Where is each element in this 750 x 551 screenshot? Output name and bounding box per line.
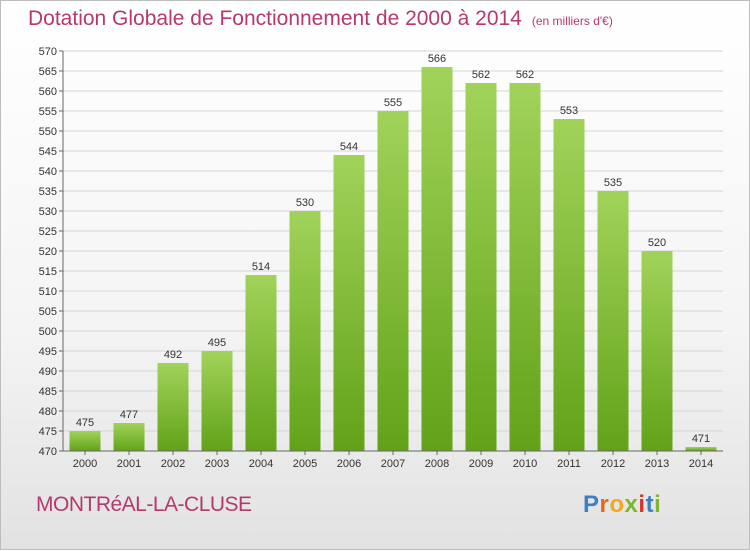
bar-value-label: 475	[76, 417, 94, 429]
x-tick-label: 2012	[601, 458, 625, 470]
logo-letter: r	[599, 491, 610, 518]
x-tick-label: 2005	[293, 458, 317, 470]
bar-value-label: 477	[120, 409, 138, 421]
bar	[509, 83, 541, 451]
logo-letter: i	[654, 491, 662, 518]
x-tick-label: 2004	[249, 458, 273, 470]
bar	[597, 191, 629, 451]
y-tick-label: 540	[39, 166, 57, 178]
bar	[157, 363, 189, 451]
y-tick-label: 520	[39, 246, 57, 258]
bar-value-label: 495	[208, 337, 226, 349]
y-tick-label: 525	[39, 226, 57, 238]
proxiti-logo: Proxiti	[583, 491, 661, 519]
x-tick-label: 2011	[557, 458, 581, 470]
y-tick-label: 555	[39, 106, 57, 118]
x-tick-label: 2009	[469, 458, 493, 470]
bar-value-label: 555	[384, 97, 402, 109]
y-tick-label: 570	[39, 46, 57, 58]
chart-title: Dotation Globale de Fonctionnement de 20…	[28, 7, 613, 30]
y-tick-label: 535	[39, 186, 57, 198]
bar	[333, 155, 365, 451]
x-tick-label: 2010	[513, 458, 537, 470]
bar	[553, 119, 585, 451]
logo-letter: t	[645, 491, 655, 518]
y-tick-label: 485	[39, 386, 57, 398]
bar-value-label: 562	[472, 69, 490, 81]
x-tick-label: 2001	[117, 458, 141, 470]
bar-value-label: 520	[648, 237, 666, 249]
y-tick-label: 565	[39, 66, 57, 78]
y-tick-label: 470	[39, 446, 57, 458]
bar	[685, 447, 717, 451]
bar	[465, 83, 497, 451]
x-tick-label: 2002	[161, 458, 185, 470]
x-tick-label: 2014	[689, 458, 713, 470]
bar-value-label: 553	[560, 105, 578, 117]
unit-note: (en milliers d'€)	[531, 14, 613, 28]
logo-letter: o	[609, 491, 625, 518]
y-tick-label: 560	[39, 86, 57, 98]
bar	[421, 67, 453, 451]
bar-value-label: 471	[692, 433, 710, 445]
y-tick-label: 550	[39, 126, 57, 138]
logo-letter: x	[624, 491, 639, 518]
y-tick-label: 530	[39, 206, 57, 218]
x-tick-label: 2006	[337, 458, 361, 470]
bar-value-label: 566	[428, 53, 446, 65]
x-tick-label: 2008	[425, 458, 449, 470]
y-tick-label: 495	[39, 346, 57, 358]
x-tick-label: 2007	[381, 458, 405, 470]
x-tick-label: 2000	[73, 458, 97, 470]
y-tick-label: 475	[39, 426, 57, 438]
bar-value-label: 562	[516, 69, 534, 81]
y-tick-label: 505	[39, 306, 57, 318]
y-tick-label: 500	[39, 326, 57, 338]
y-tick-label: 490	[39, 366, 57, 378]
y-tick-label: 480	[39, 406, 57, 418]
bar-value-label: 544	[340, 141, 358, 153]
bar	[201, 351, 233, 451]
bar-value-label: 514	[252, 261, 270, 273]
bar-value-label: 492	[164, 349, 182, 361]
bar-value-label: 530	[296, 197, 314, 209]
bar	[245, 275, 277, 451]
bar	[641, 251, 673, 451]
bar	[289, 211, 321, 451]
bar-value-label: 535	[604, 177, 622, 189]
y-tick-label: 515	[39, 266, 57, 278]
y-tick-label: 510	[39, 286, 57, 298]
commune-name: MONTRéAL-LA-CLUSE	[36, 493, 252, 516]
bar	[377, 111, 409, 451]
bar	[69, 431, 101, 451]
logo-letter: i	[638, 491, 646, 518]
logo-letter: P	[583, 491, 600, 518]
y-tick-label: 545	[39, 146, 57, 158]
x-tick-label: 2003	[205, 458, 229, 470]
x-tick-label: 2013	[645, 458, 669, 470]
bar	[113, 423, 145, 451]
